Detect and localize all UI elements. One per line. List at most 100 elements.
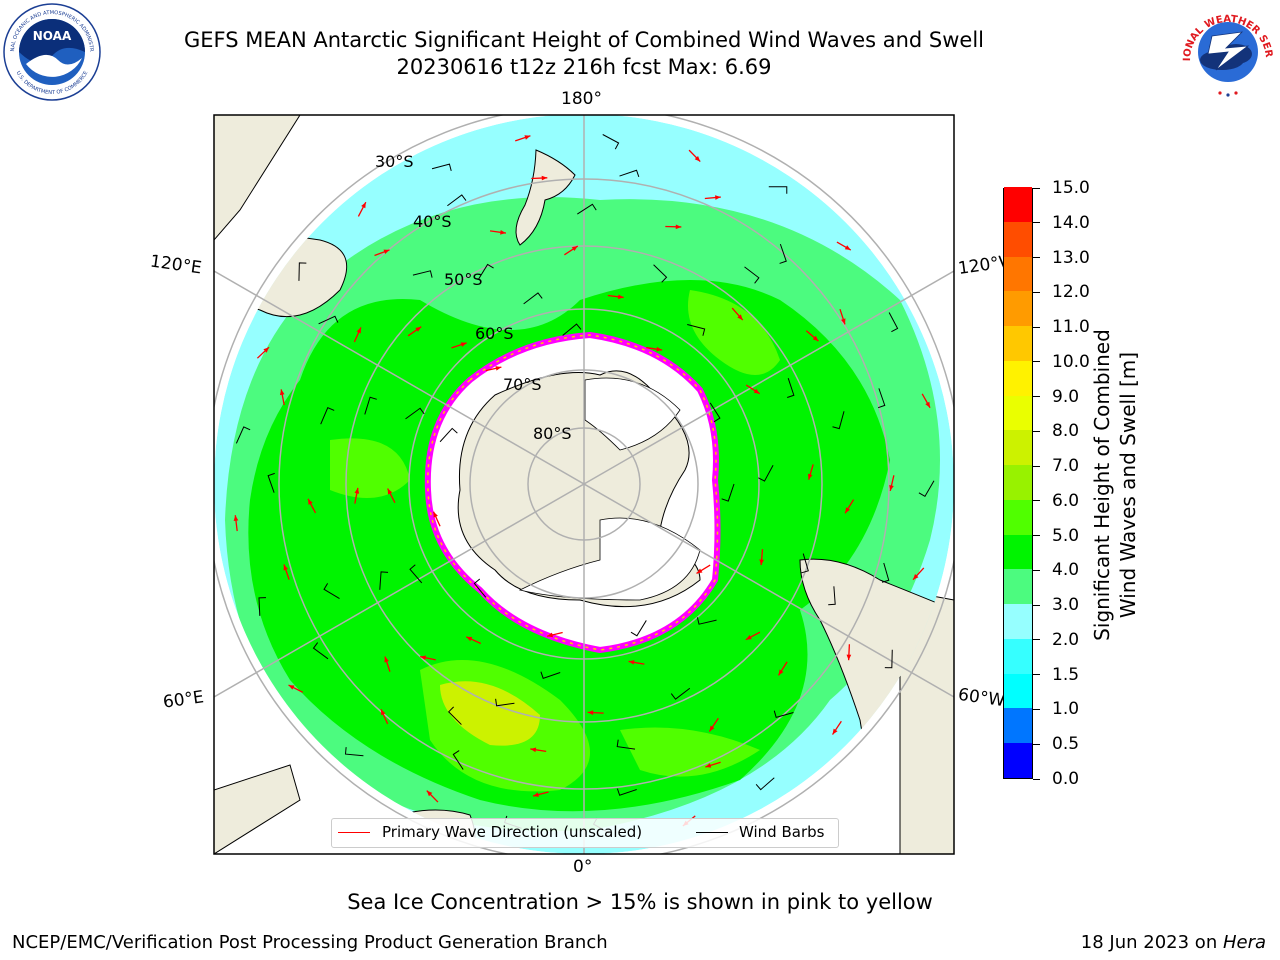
wave-arrow-head (807, 473, 813, 480)
graticule (214, 115, 954, 854)
wave-arrow-head (533, 792, 539, 797)
colorbar-tick (1033, 257, 1040, 259)
wave-band-5-6m-atlantic (620, 727, 760, 777)
wave-arrow-head (426, 790, 433, 797)
wind-barb (312, 642, 329, 660)
colorbar-tick-label: 10.0 (1052, 351, 1090, 372)
wind-barb (773, 710, 794, 719)
wind-barb (447, 194, 467, 207)
wind-barb (344, 747, 364, 757)
footer-date: 18 Jun 2023 on Hera (1081, 932, 1266, 953)
colorbar-segment (1004, 429, 1032, 466)
wind-barb (653, 264, 668, 283)
lon-label-180: 180° (561, 89, 602, 109)
colorbar-tick-label: 1.0 (1052, 699, 1080, 720)
wind-barb (477, 263, 494, 281)
wind-barb (881, 562, 890, 583)
wave-arrow-head (844, 245, 851, 251)
colorbar-tick-label: 12.0 (1052, 282, 1090, 303)
colorbar-tick-label: 7.0 (1052, 456, 1080, 477)
wind-barb (452, 750, 464, 770)
wind-barb (267, 472, 275, 493)
wind-barb (832, 411, 845, 430)
colorbar (1003, 186, 1033, 779)
legend-wind-swatch (696, 832, 728, 833)
footer-credit: NCEP/EMC/Verification Post Processing Pr… (12, 932, 608, 953)
colorbar-segment (1004, 603, 1032, 639)
wave-arrow-head (361, 202, 366, 209)
colorbar-tick (1033, 430, 1040, 432)
wind-barb (379, 571, 389, 590)
colorbar-segment (1004, 534, 1032, 570)
colorbar-segment (1004, 499, 1032, 535)
wind-barb (709, 402, 721, 423)
wave-arrow-head (628, 660, 635, 665)
wave-arrow-head (263, 347, 270, 353)
colorbar-segment (1004, 221, 1032, 257)
colorbar-tick (1033, 187, 1040, 189)
colorbar-tick (1033, 778, 1040, 780)
wave-arrow-head (354, 487, 360, 494)
footer-date-text: 18 Jun 2023 on (1080, 932, 1223, 953)
colorbar-tick-label: 4.0 (1052, 560, 1080, 581)
wave-arrow-head (356, 327, 361, 334)
wind-barb (619, 169, 640, 178)
wind-barb (431, 163, 452, 171)
wave-arrow-head (541, 175, 548, 181)
lat-label-30s: 30°S (375, 152, 414, 171)
wave-arrow-head (384, 656, 389, 663)
wind-barb (577, 203, 597, 215)
wave-band-5-6m-south-indian (330, 438, 410, 498)
colorbar-tick-label: 14.0 (1052, 212, 1090, 233)
wave-arrow-head (383, 249, 390, 255)
wind-barb (801, 553, 809, 574)
ice-shelf-weddell (518, 517, 701, 601)
wind-barb (540, 671, 561, 679)
lat-label-50s: 50°S (444, 270, 483, 289)
colorbar-segment (1004, 673, 1032, 709)
wave-arrow-head (745, 635, 752, 640)
wave-arrow-head (279, 389, 285, 396)
wind-barb (696, 617, 717, 625)
wave-arrow-head (381, 709, 386, 716)
wind-barb (323, 583, 340, 599)
land-new-zealand (515, 149, 576, 246)
wind-barb (602, 134, 620, 150)
colorbar-tick (1033, 708, 1040, 710)
colorbar-tick (1033, 500, 1040, 502)
colorbar-tick-label: 6.0 (1052, 490, 1080, 511)
lat-label-80s: 80°S (533, 424, 572, 443)
chart-subtitle: 20230616 t12z 216h fcst Max: 6.69 (396, 55, 772, 79)
colorbar-tick-label: 8.0 (1052, 421, 1080, 442)
colorbar-tick (1033, 222, 1040, 224)
wave-arrow-head (415, 326, 422, 332)
legend-wave-label: Primary Wave Direction (unscaled) (382, 823, 643, 841)
colorbar-segment (1004, 325, 1032, 361)
wind-barb (687, 324, 706, 336)
wave-arrow-head (845, 507, 851, 514)
colorbar-tick-label: 1.5 (1052, 664, 1080, 685)
colorbar-segment (1004, 186, 1032, 222)
wave-arrow-head (778, 669, 784, 676)
colorbar-tick (1033, 674, 1040, 676)
wave-arrow-head (832, 728, 838, 735)
wind-barb (888, 312, 899, 333)
colorbar-tick (1033, 396, 1040, 398)
wind-barb (616, 788, 637, 796)
colorbar-tick-label: 9.0 (1052, 386, 1080, 407)
wave-arrow-head (495, 366, 502, 371)
wave-arrow-head (420, 655, 427, 661)
wave-arrow-head (547, 632, 554, 638)
wind-barb (495, 698, 515, 707)
wind-barb (758, 465, 774, 482)
colorbar-segment (1004, 256, 1032, 292)
colorbar-tick-label: 15.0 (1052, 178, 1090, 198)
colorbar-segment (1004, 708, 1032, 744)
colorbar-tick (1033, 743, 1040, 745)
lat-label-70s: 70°S (503, 375, 542, 394)
footer-host: Hera (1222, 932, 1266, 953)
wind-barb (523, 292, 543, 305)
sea-ice-note: Sea Ice Concentration > 15% is shown in … (347, 890, 933, 914)
wind-barb (768, 186, 788, 194)
nws-logo: NATIONAL WEATHER SERVICE (1176, 2, 1275, 99)
